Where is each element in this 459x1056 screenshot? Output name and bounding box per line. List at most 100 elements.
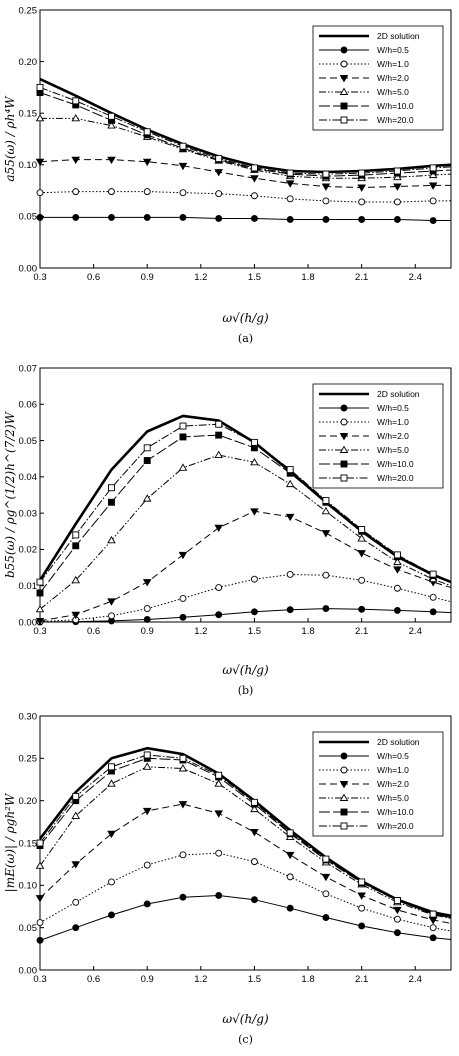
legend-label: W/h=2.0 <box>377 73 409 83</box>
data-point <box>143 128 151 136</box>
legend-label: W/h=2.0 <box>377 431 409 441</box>
data-point <box>250 804 259 813</box>
data-point <box>215 849 223 857</box>
x-tick-label: 1.2 <box>194 626 207 637</box>
data-point <box>250 164 258 172</box>
legend-label: W/h=0.5 <box>377 45 409 55</box>
data-point <box>393 183 402 191</box>
x-axis-label: ω√(h/g) <box>222 1012 269 1026</box>
x-axis-label: ω√(h/g) <box>222 663 269 677</box>
data-point <box>357 550 366 558</box>
legend-label: W/h=20.0 <box>377 821 414 831</box>
data-point <box>322 914 330 921</box>
data-point <box>250 608 258 616</box>
data-point <box>393 167 401 175</box>
data-point <box>108 112 115 120</box>
y-tick-label: 0.05 <box>19 436 38 447</box>
data-point <box>36 936 44 944</box>
data-point <box>215 155 223 163</box>
y-tick-label: 0.00 <box>19 263 38 274</box>
data-point <box>250 175 259 183</box>
data-point <box>143 444 151 452</box>
panel-caption: (c) <box>238 1033 253 1046</box>
data-point <box>322 216 330 223</box>
data-point <box>143 188 151 196</box>
data-point <box>321 530 331 538</box>
data-point <box>36 578 44 586</box>
x-tick-label: 1.5 <box>248 272 261 283</box>
data-point <box>393 172 402 181</box>
data-point <box>36 589 44 597</box>
legend-marker <box>340 418 348 426</box>
series-w-h-1-0 <box>36 571 452 626</box>
legend-label: W/h=1.0 <box>377 417 409 427</box>
y-tick-label: 0.25 <box>19 754 38 765</box>
data-point <box>71 156 81 165</box>
legend-label: W/h=10.0 <box>377 807 414 817</box>
legend-marker <box>340 404 348 412</box>
data-point <box>143 616 151 623</box>
data-point <box>286 873 294 881</box>
data-point <box>108 612 115 620</box>
x-tick-label: 0.9 <box>141 272 154 283</box>
data-point <box>429 164 437 172</box>
data-point <box>286 904 294 912</box>
x-tick-label: 0.6 <box>87 272 100 283</box>
y-tick-label: 0.01 <box>19 581 38 592</box>
data-point <box>429 197 437 205</box>
data-point <box>322 170 330 178</box>
series-w-h-5-0 <box>35 450 452 613</box>
series-line <box>39 191 451 203</box>
data-point <box>428 182 438 190</box>
legend-label: W/h=0.5 <box>377 403 409 413</box>
chart-panel-c: 0.00 0.05 0.10 0.15 0.20 0.25 0.30 0.3 0.6 0.9 1.2… <box>3 711 452 1046</box>
legend-marker <box>339 445 349 453</box>
y-tick-label: 0.30 <box>19 711 38 722</box>
data-point <box>108 213 115 221</box>
legend-label: 2D solution <box>377 737 420 747</box>
legend-marker <box>340 822 348 830</box>
legend-label: W/h=5.0 <box>377 445 409 455</box>
legend: 2D solution W/h=0.5 W/h=1.0 W/h=2.0 W/h=5.0 W… <box>312 731 444 837</box>
legend-marker <box>340 808 348 816</box>
data-point <box>357 184 366 192</box>
data-point <box>142 158 152 167</box>
data-point <box>214 169 223 177</box>
series-w-h-0-5 <box>36 892 452 944</box>
data-point <box>358 216 366 223</box>
data-point <box>35 158 45 167</box>
data-point <box>179 433 187 441</box>
data-point <box>250 896 258 904</box>
data-point <box>178 801 188 809</box>
data-point <box>250 508 259 516</box>
legend-marker <box>340 474 348 482</box>
data-point <box>107 830 116 839</box>
data-point <box>179 893 187 901</box>
data-point <box>429 608 437 616</box>
y-axis-label: b55(ω) / ρg^(1/2)h^(7/2)W <box>3 410 17 578</box>
legend-marker <box>340 766 348 774</box>
y-tick-label: 0.04 <box>19 472 38 483</box>
legend-label: W/h=1.0 <box>377 765 409 775</box>
data-point <box>179 754 187 762</box>
data-point <box>179 613 187 621</box>
data-point <box>286 571 294 578</box>
data-point <box>108 878 115 886</box>
series-line <box>40 216 451 221</box>
data-point <box>36 189 44 197</box>
data-point <box>286 606 294 614</box>
y-tick-label: 0.15 <box>19 109 38 120</box>
data-point <box>393 216 401 223</box>
x-axis-label: ω√(h/g) <box>222 311 269 325</box>
data-point <box>215 584 223 591</box>
data-point <box>428 170 438 179</box>
data-point <box>142 579 152 587</box>
data-point <box>215 611 223 619</box>
chart-panel-b: 0.00 0.01 0.02 0.03 0.04 0.05 0.06 0.07 0.3 0.6 0.… <box>3 363 452 697</box>
legend-marker <box>340 46 348 54</box>
y-tick-label: 0.00 <box>19 617 38 628</box>
data-point <box>285 180 295 188</box>
data-point <box>71 575 81 584</box>
plot-frame <box>39 9 452 269</box>
legend-label: W/h=10.0 <box>377 101 414 111</box>
